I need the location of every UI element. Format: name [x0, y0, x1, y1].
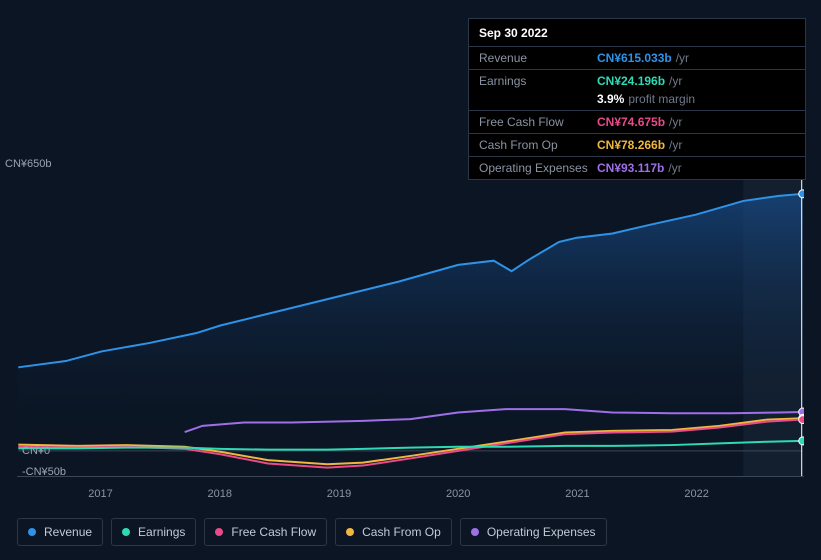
legend-dot — [346, 528, 354, 536]
chart-plot: CN¥0 -CN¥50b — [17, 175, 804, 477]
legend-item[interactable]: Earnings — [111, 518, 196, 546]
tooltip-unit: /yr — [669, 115, 682, 129]
tooltip-date: Sep 30 2022 — [469, 19, 805, 46]
tooltip-value: CN¥78.266b — [597, 138, 665, 152]
y-axis-label-top: CN¥650b — [5, 158, 51, 170]
tooltip-unit: /yr — [669, 74, 682, 88]
tooltip-row: Operating ExpensesCN¥93.117b/yr — [469, 156, 805, 179]
tooltip-label: Revenue — [479, 51, 597, 65]
tooltip-value: CN¥74.675b — [597, 115, 665, 129]
tooltip-unit: /yr — [676, 51, 689, 65]
legend-dot — [215, 528, 223, 536]
tooltip-value: CN¥615.033b — [597, 51, 672, 65]
tooltip-unit: profit margin — [628, 92, 695, 106]
tooltip-unit: /yr — [668, 161, 681, 175]
tooltip-row: Free Cash FlowCN¥74.675b/yr — [469, 110, 805, 133]
x-axis-label: 2020 — [446, 488, 470, 500]
legend-dot — [471, 528, 479, 536]
legend-label: Earnings — [138, 525, 185, 539]
legend-label: Cash From Op — [362, 525, 441, 539]
legend-label: Revenue — [44, 525, 92, 539]
chart-legend: Revenue Earnings Free Cash Flow Cash From O… — [17, 518, 607, 546]
chart-tooltip: Sep 30 2022 RevenueCN¥615.033b/yrEarning… — [468, 18, 806, 180]
x-axis-label: 2017 — [88, 488, 112, 500]
x-axis-label: 2018 — [207, 488, 231, 500]
legend-label: Free Cash Flow — [231, 525, 316, 539]
legend-item[interactable]: Cash From Op — [335, 518, 452, 546]
tooltip-row: Cash From OpCN¥78.266b/yr — [469, 133, 805, 156]
x-axis-label: 2019 — [327, 488, 351, 500]
tooltip-value: CN¥24.196b — [597, 74, 665, 88]
tooltip-row: RevenueCN¥615.033b/yr — [469, 46, 805, 69]
legend-item[interactable]: Free Cash Flow — [204, 518, 327, 546]
legend-label: Operating Expenses — [487, 525, 596, 539]
legend-item[interactable]: Revenue — [17, 518, 103, 546]
legend-dot — [28, 528, 36, 536]
tooltip-label: Free Cash Flow — [479, 115, 597, 129]
x-axis-label: 2022 — [684, 488, 708, 500]
tooltip-value: CN¥93.117b — [597, 161, 664, 175]
y-axis-label: CN¥0 — [22, 445, 50, 457]
tooltip-label: Cash From Op — [479, 138, 597, 152]
legend-dot — [122, 528, 130, 536]
tooltip-label: Operating Expenses — [479, 161, 597, 175]
tooltip-value: 3.9% — [597, 92, 624, 106]
tooltip-unit: /yr — [669, 138, 682, 152]
x-axis: 2017 2018 2019 2020 2021 2022 — [17, 482, 804, 502]
tooltip-row: 3.9% profit margin — [469, 92, 805, 110]
x-axis-label: 2021 — [565, 488, 589, 500]
tooltip-row: EarningsCN¥24.196b/yr — [469, 69, 805, 92]
tooltip-label: Earnings — [479, 74, 597, 88]
legend-item[interactable]: Operating Expenses — [460, 518, 607, 546]
y-axis-label: -CN¥50b — [22, 466, 66, 478]
